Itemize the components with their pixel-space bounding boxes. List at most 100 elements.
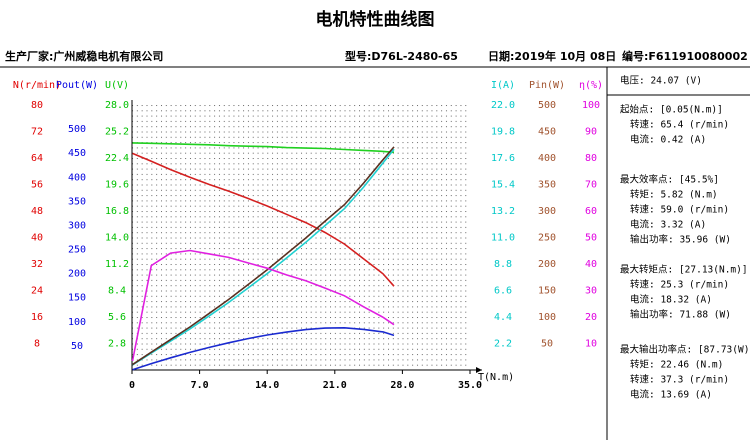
y-tick-label: 14.0 xyxy=(105,233,129,244)
y-tick-label: 2.2 xyxy=(494,339,512,350)
y-tick-label: 50 xyxy=(71,341,83,352)
section-title: 最大效率点: [45.5%] xyxy=(620,174,719,186)
section-line: 转速: 59.0 (r/min) xyxy=(630,204,729,216)
y-tick-label: 150 xyxy=(68,293,86,304)
y-tick-label: 40 xyxy=(31,233,43,244)
y-tick-label: 30 xyxy=(585,286,597,297)
y-tick-label: 22.4 xyxy=(105,153,129,164)
y-tick-label: 350 xyxy=(68,196,86,207)
y-tick-label: 250 xyxy=(68,245,86,256)
y-tick-label: 8.8 xyxy=(494,259,512,270)
y-tick-label: 500 xyxy=(68,124,86,135)
y-tick-label: 4.4 xyxy=(494,312,512,323)
y-tick-label: 80 xyxy=(585,153,597,164)
y-tick-label: 13.2 xyxy=(491,206,515,217)
y-tick-label: 20 xyxy=(585,312,597,323)
y-tick-label: 250 xyxy=(538,233,556,244)
date: 日期:2019年 10月 08日 xyxy=(488,49,616,63)
x-tick-label: 28.0 xyxy=(390,380,414,391)
maker: 生产厂家:广州威稳电机有限公司 xyxy=(5,49,163,63)
axis-header: U(V) xyxy=(105,80,129,91)
y-tick-label: 100 xyxy=(582,100,600,111)
y-tick-label: 11.2 xyxy=(105,259,129,270)
voltage: 电压: 24.07 (V) xyxy=(620,75,702,87)
y-tick-label: 400 xyxy=(538,153,556,164)
model: 型号:D76L-2480-65 xyxy=(345,49,458,63)
y-tick-label: 15.4 xyxy=(491,180,515,191)
y-tick-label: 19.8 xyxy=(491,127,515,138)
x-tick-label: 35.0 xyxy=(458,380,482,391)
y-tick-label: 10 xyxy=(585,339,597,350)
y-tick-label: 24 xyxy=(31,286,43,297)
x-tick-label: 7.0 xyxy=(191,380,209,391)
section-line: 输出功率: 35.96 (W) xyxy=(630,234,731,246)
y-tick-label: 64 xyxy=(31,153,43,164)
section-title: 最大输出功率点: [87.73(W)] xyxy=(620,344,750,356)
y-tick-label: 28.0 xyxy=(105,100,129,111)
y-tick-label: 56 xyxy=(31,180,43,191)
y-tick-label: 6.6 xyxy=(494,286,512,297)
y-tick-label: 72 xyxy=(31,127,43,138)
section-line: 转速: 37.3 (r/min) xyxy=(630,374,729,386)
curve xyxy=(132,142,395,154)
curve xyxy=(132,326,395,371)
curve xyxy=(132,148,395,366)
y-tick-label: 11.0 xyxy=(491,233,515,244)
x-tick-label: 14.0 xyxy=(255,380,279,391)
y-tick-label: 60 xyxy=(585,206,597,217)
section-line: 转矩: 5.82 (N.m) xyxy=(630,189,718,201)
y-tick-label: 8 xyxy=(34,339,40,350)
x-arrow xyxy=(476,367,482,373)
axis-header: Pin(W) xyxy=(529,80,565,91)
section-title: 最大转矩点: [27.13(N.m)] xyxy=(620,264,748,276)
section-title: 起始点: [0.05(N.m)] xyxy=(620,104,723,116)
section-line: 转矩: 22.46 (N.m) xyxy=(630,359,723,371)
y-tick-label: 300 xyxy=(68,220,86,231)
curve xyxy=(131,249,395,362)
y-tick-label: 50 xyxy=(541,339,553,350)
y-tick-label: 200 xyxy=(68,269,86,280)
serial: 编号:F611910080002 xyxy=(622,49,748,63)
y-tick-label: 8.4 xyxy=(108,286,126,297)
y-tick-label: 40 xyxy=(585,259,597,270)
y-tick-label: 100 xyxy=(68,317,86,328)
y-tick-label: 50 xyxy=(585,233,597,244)
y-tick-label: 70 xyxy=(585,180,597,191)
y-tick-label: 350 xyxy=(538,180,556,191)
y-tick-label: 16.8 xyxy=(105,206,129,217)
y-tick-label: 450 xyxy=(68,148,86,159)
y-tick-label: 100 xyxy=(538,312,556,323)
axis-header: Pout(W) xyxy=(56,80,98,91)
section-line: 电流: 0.42 (A) xyxy=(630,134,706,146)
title: 电机特性曲线图 xyxy=(316,9,435,30)
curve xyxy=(132,152,395,287)
section-line: 电流: 3.32 (A) xyxy=(630,219,706,231)
section-line: 转速: 25.3 (r/min) xyxy=(630,279,729,291)
axis-header: I(A) xyxy=(491,80,515,91)
section-line: 输出功率: 71.88 (W) xyxy=(630,309,731,321)
y-tick-label: 90 xyxy=(585,127,597,138)
x-tick-label: 0 xyxy=(129,380,135,391)
y-tick-label: 450 xyxy=(538,127,556,138)
y-tick-label: 19.6 xyxy=(105,180,129,191)
y-tick-label: 400 xyxy=(68,172,86,183)
y-tick-label: 25.2 xyxy=(105,127,129,138)
y-tick-label: 200 xyxy=(538,259,556,270)
y-tick-label: 300 xyxy=(538,206,556,217)
y-tick-label: 500 xyxy=(538,100,556,111)
section-line: 电流: 13.69 (A) xyxy=(630,389,712,401)
x-axis-label: T(N.m) xyxy=(478,372,514,383)
y-tick-label: 22.0 xyxy=(491,100,515,111)
axis-header: N(r/min) xyxy=(13,80,61,91)
section-line: 电流: 18.32 (A) xyxy=(630,294,712,306)
y-tick-label: 80 xyxy=(31,100,43,111)
y-tick-label: 32 xyxy=(31,259,43,270)
plot-area xyxy=(132,105,470,370)
y-tick-label: 48 xyxy=(31,206,43,217)
y-tick-label: 2.8 xyxy=(108,339,126,350)
axis-header: η(%) xyxy=(579,80,603,91)
y-tick-label: 5.6 xyxy=(108,312,126,323)
y-tick-label: 16 xyxy=(31,312,43,323)
y-tick-label: 17.6 xyxy=(491,153,515,164)
